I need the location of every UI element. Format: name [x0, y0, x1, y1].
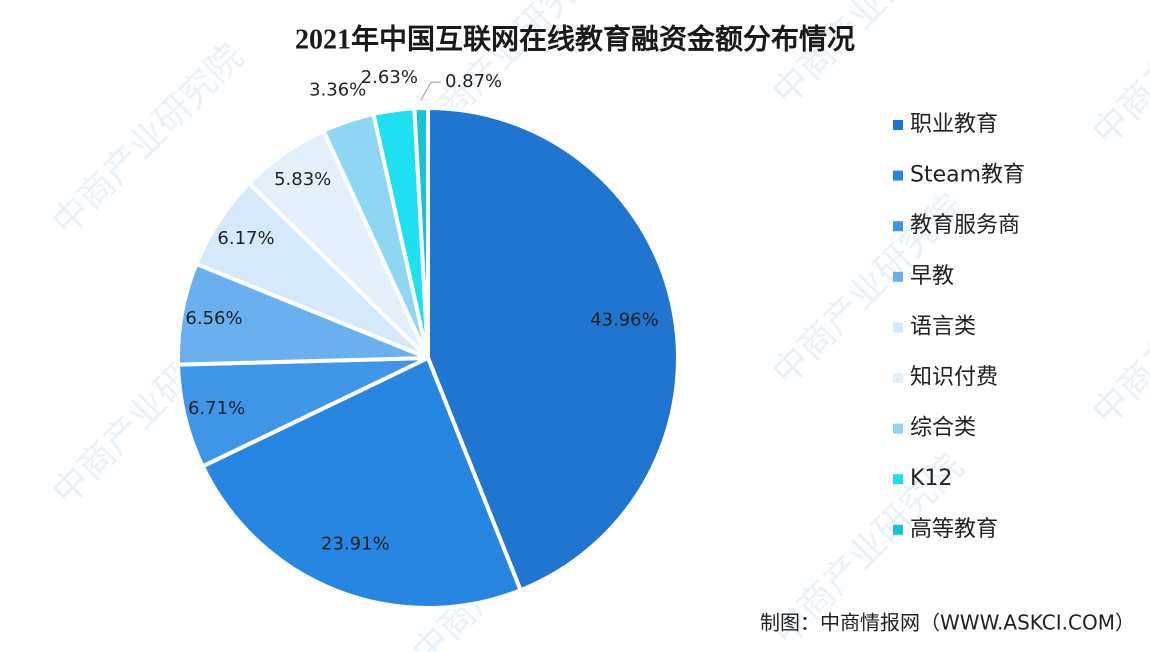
leader-line — [420, 81, 441, 101]
legend-swatch — [893, 120, 903, 130]
data-label: 6.71% — [188, 398, 245, 419]
watermark: 中商产业研究院 — [44, 36, 251, 243]
legend-swatch — [893, 271, 903, 282]
legend-swatch — [893, 423, 903, 434]
pie-slice — [412, 105, 430, 359]
legend-swatch — [893, 322, 903, 333]
legend-swatch — [893, 474, 903, 485]
legend-label: 教育服务商 — [910, 213, 1020, 238]
data-label: 6.56% — [185, 308, 242, 329]
legend-swatch — [893, 373, 903, 383]
data-label: 2.63% — [361, 67, 418, 88]
source-note: 制图：中商情报网（WWW.ASKCI.COM） — [760, 611, 1135, 635]
watermark: 中商产业研究院 — [1084, 226, 1150, 433]
chart-title: 2021年中国互联网在线教育融资金额分布情况 — [295, 22, 855, 55]
legend-swatch — [893, 221, 903, 232]
legend-label: 知识付费 — [910, 365, 998, 390]
legend-label: 语言类 — [910, 314, 976, 339]
legend-label: 职业教育 — [910, 112, 998, 137]
legend-swatch — [893, 170, 903, 181]
legend-label: Steam教育 — [910, 163, 1025, 188]
watermark: 中商产业研究院 — [764, 0, 971, 113]
pie-slice — [426, 105, 680, 593]
legend-label: 高等教育 — [910, 517, 998, 542]
watermark: 中商产业研究院 — [1084, 0, 1150, 153]
data-label: 5.83% — [274, 169, 331, 190]
data-label: 6.17% — [217, 228, 274, 249]
data-label: 0.87% — [445, 71, 502, 92]
data-label: 23.91% — [321, 533, 390, 554]
legend-label: 综合类 — [910, 416, 976, 441]
legend-label: K12 — [910, 466, 952, 491]
legend-label: 早教 — [910, 264, 954, 289]
data-label: 3.36% — [309, 79, 366, 100]
pie-slice — [199, 355, 524, 610]
legend-swatch — [893, 524, 903, 535]
data-label: 43.96% — [590, 309, 659, 330]
